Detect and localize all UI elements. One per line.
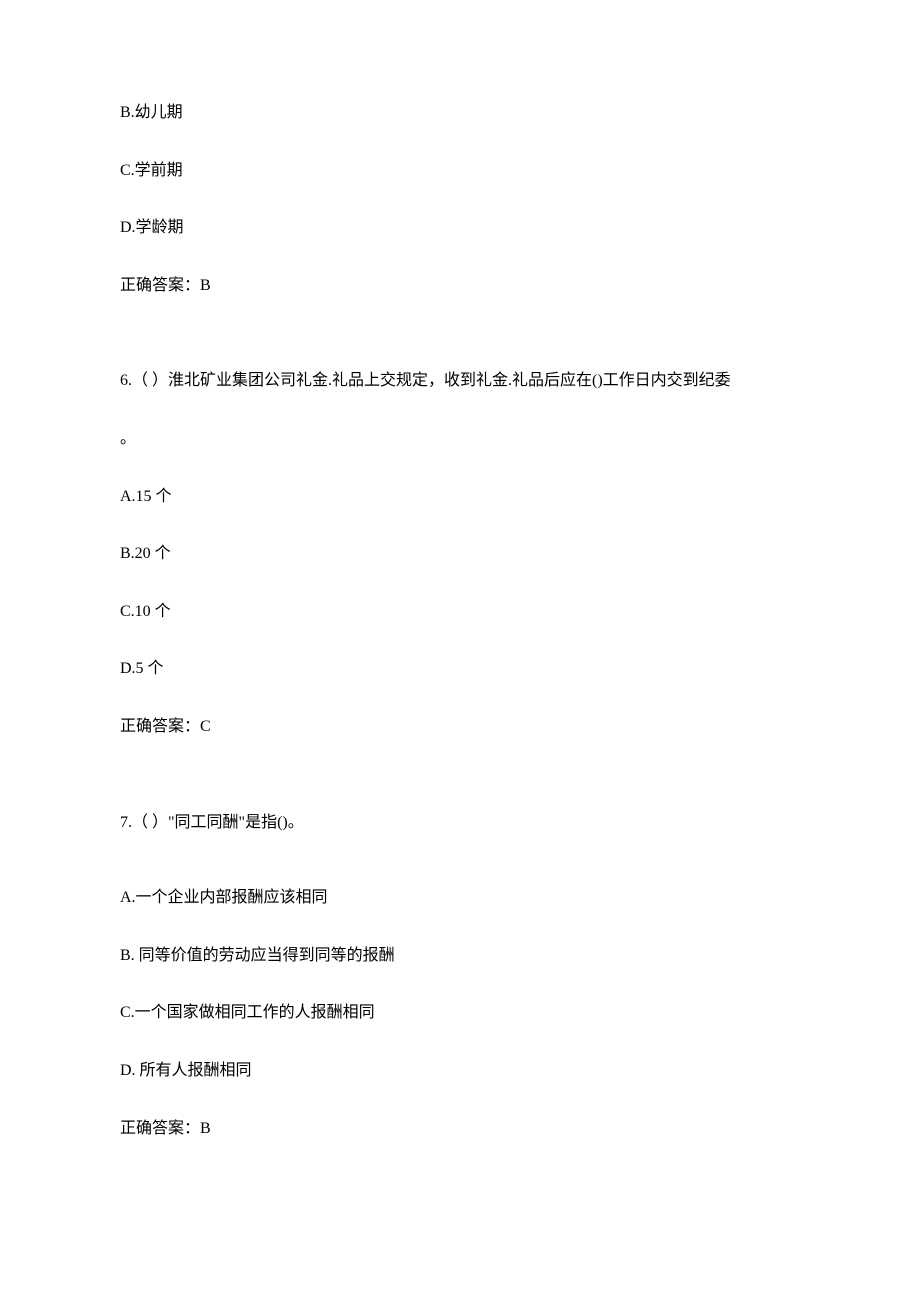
q6-option-b: B.20 个 [120, 541, 800, 567]
q7-answer: 正确答案：B [120, 1116, 800, 1142]
q6-option-c: C.10 个 [120, 599, 800, 625]
q7-option-d: D. 所有人报酬相同 [120, 1058, 800, 1084]
q7-stem: 7.（ ）"同工同酬"是指()。 [120, 810, 800, 836]
q5-option-b: B.幼儿期 [120, 100, 800, 126]
q6-option-d: D.5 个 [120, 656, 800, 682]
q5-option-d: D.学龄期 [120, 215, 800, 241]
q5-answer: 正确答案：B [120, 273, 800, 299]
q7-option-c: C.一个国家做相同工作的人报酬相同 [120, 1000, 800, 1026]
q6-option-a: A.15 个 [120, 484, 800, 510]
q5-option-c: C.学前期 [120, 158, 800, 184]
q7-option-b: B. 同等价值的劳动应当得到同等的报酬 [120, 943, 800, 969]
q6-stem-line2: 。 [120, 426, 800, 452]
q7-option-a: A.一个企业内部报酬应该相同 [120, 885, 800, 911]
q6-stem-line1: 6.（ ）淮北矿业集团公司礼金.礼品上交规定，收到礼金.礼品后应在()工作日内交… [120, 368, 800, 394]
q6-answer: 正确答案：C [120, 714, 800, 740]
